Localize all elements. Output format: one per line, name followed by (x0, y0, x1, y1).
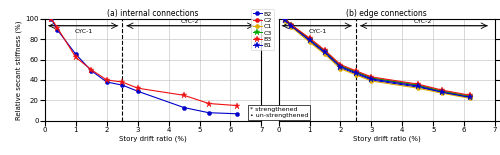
X-axis label: Story drift ratio (%): Story drift ratio (%) (120, 136, 187, 142)
Legend: B2, C2, C1, C3, B3, B1: B2, C2, C1, C3, B3, B1 (250, 9, 274, 50)
Text: CYC-1: CYC-1 (308, 29, 326, 34)
Text: * strengthened
• un-strengthened: * strengthened • un-strengthened (250, 107, 308, 118)
Y-axis label: Relative secant stiffness (%): Relative secant stiffness (%) (16, 20, 22, 120)
Title: (b) edge connections: (b) edge connections (346, 9, 427, 18)
Title: (a) internal connections: (a) internal connections (108, 9, 199, 18)
Text: CYC-2: CYC-2 (414, 19, 432, 24)
X-axis label: Story drift ratio (%): Story drift ratio (%) (353, 136, 420, 142)
Text: CYC-1: CYC-1 (74, 29, 93, 34)
Text: CYC-2: CYC-2 (180, 19, 198, 24)
